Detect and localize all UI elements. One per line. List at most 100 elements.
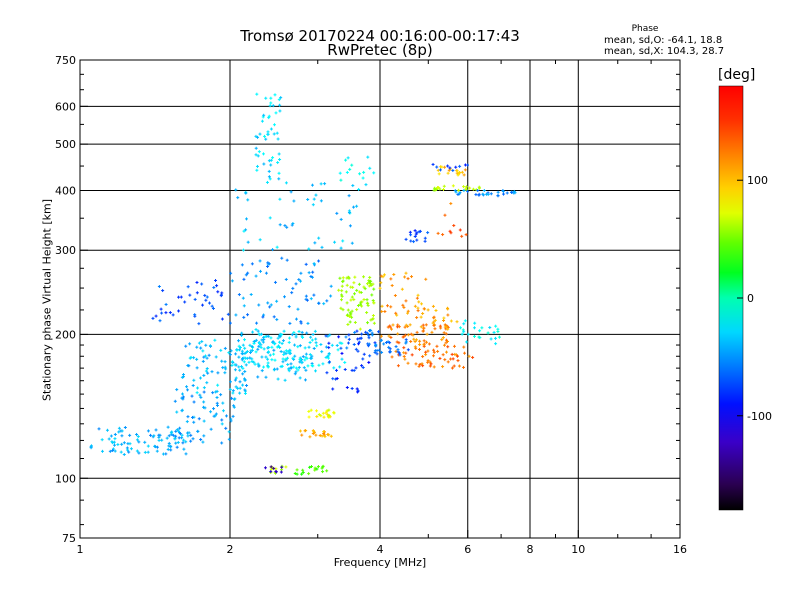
data-point — [387, 334, 391, 338]
data-point — [324, 355, 328, 359]
data-point — [220, 418, 224, 422]
data-point — [110, 440, 114, 444]
data-point — [451, 169, 455, 173]
data-point — [313, 329, 317, 333]
data-point — [329, 434, 333, 438]
data-point — [201, 405, 205, 409]
data-point — [228, 387, 232, 391]
data-point — [362, 275, 366, 279]
data-point — [272, 315, 276, 319]
data-point — [117, 426, 121, 430]
data-point — [379, 339, 383, 343]
data-point — [450, 352, 454, 356]
data-point — [259, 345, 263, 349]
data-point — [238, 345, 242, 349]
data-point — [402, 354, 406, 358]
data-point — [478, 329, 482, 333]
data-point — [243, 351, 247, 355]
data-point — [351, 285, 355, 289]
data-point — [294, 370, 298, 374]
data-point — [195, 391, 199, 395]
data-point — [324, 334, 328, 338]
data-point — [182, 438, 186, 442]
data-point — [366, 331, 370, 335]
data-point — [303, 429, 307, 433]
data-point — [295, 468, 299, 472]
data-point — [275, 299, 279, 303]
data-point — [473, 321, 477, 325]
data-point — [403, 275, 407, 279]
data-point — [380, 350, 384, 354]
data-point — [431, 354, 435, 358]
data-point — [272, 348, 276, 352]
data-point — [370, 317, 374, 321]
data-point — [184, 440, 188, 444]
data-point — [214, 412, 218, 416]
data-point — [243, 388, 247, 392]
data-point — [340, 294, 344, 298]
data-point — [313, 468, 317, 472]
data-point — [413, 304, 417, 308]
data-point — [382, 273, 386, 277]
data-point — [254, 350, 258, 354]
data-point — [268, 305, 272, 309]
data-point — [448, 166, 452, 170]
data-point — [369, 328, 373, 332]
data-point — [269, 96, 273, 100]
data-point — [505, 191, 509, 195]
data-point — [245, 384, 249, 388]
data-point — [202, 386, 206, 390]
data-point — [97, 427, 101, 431]
data-point — [136, 435, 140, 439]
data-point — [472, 334, 476, 338]
data-point — [286, 350, 290, 354]
data-point — [457, 364, 461, 368]
data-point — [418, 229, 422, 233]
data-point — [195, 291, 199, 295]
data-point — [258, 259, 262, 263]
data-point — [300, 433, 304, 437]
data-point — [450, 366, 454, 370]
data-point — [231, 414, 235, 418]
data-point — [431, 304, 435, 308]
data-point — [256, 362, 260, 366]
data-point — [164, 302, 168, 306]
data-point — [297, 329, 301, 333]
data-point — [348, 320, 352, 324]
data-point — [421, 312, 425, 316]
data-point — [299, 320, 303, 324]
data-point — [262, 347, 266, 351]
data-point — [171, 313, 175, 317]
data-point — [460, 234, 464, 238]
data-point — [257, 364, 261, 368]
data-point — [234, 385, 238, 389]
data-point — [254, 153, 258, 157]
data-point — [478, 336, 482, 340]
data-point — [278, 340, 282, 344]
data-point — [326, 356, 330, 360]
data-point — [264, 375, 268, 379]
data-point — [224, 367, 228, 371]
data-point — [370, 293, 374, 297]
data-point — [331, 377, 335, 381]
data-point — [321, 470, 325, 474]
data-point — [233, 363, 237, 367]
data-point — [363, 287, 367, 291]
data-point — [199, 438, 203, 442]
data-point — [298, 429, 302, 433]
data-point — [454, 165, 458, 169]
data-point — [201, 349, 205, 353]
data-point — [270, 358, 274, 362]
x-tick-label: 4 — [377, 543, 384, 556]
data-point — [404, 323, 408, 327]
data-point — [347, 194, 351, 198]
data-point — [319, 199, 323, 203]
data-point — [432, 348, 436, 352]
data-point — [120, 434, 124, 438]
data-point — [419, 315, 423, 319]
data-point — [269, 163, 273, 167]
data-point — [322, 430, 326, 434]
data-point — [438, 356, 442, 360]
data-point — [341, 308, 345, 312]
